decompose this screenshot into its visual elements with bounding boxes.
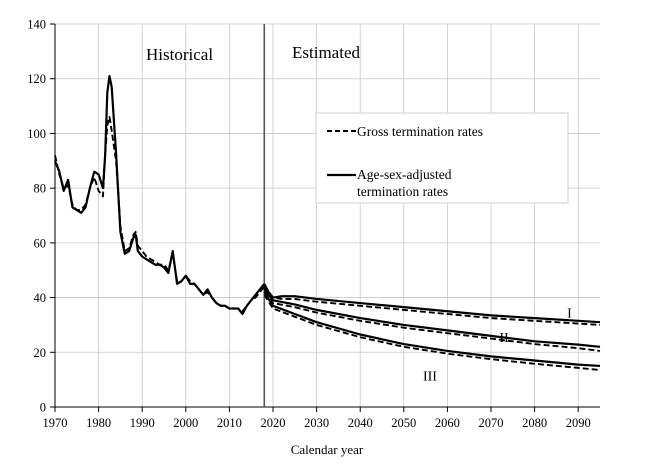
y-tick-label: 20 <box>34 346 47 360</box>
x-tick-label: 1990 <box>130 416 155 430</box>
x-tick-label: 2020 <box>261 416 286 430</box>
estimated-label: Estimated <box>292 43 360 62</box>
x-tick-label: 1980 <box>86 416 111 430</box>
legend-entry-gross: Gross termination rates <box>357 124 483 139</box>
series-line-ii-solid <box>263 288 601 348</box>
x-tick-label: 1970 <box>43 416 68 430</box>
y-tick-label: 80 <box>34 182 47 196</box>
x-tick-label: 2030 <box>304 416 329 430</box>
series-line-ii-dashed <box>263 291 601 352</box>
x-tick-label: 2090 <box>566 416 591 430</box>
legend-entry-adjusted-line1: Age-sex-adjusted <box>357 167 452 182</box>
axes: 1970 1980 1990 2000 2010 2020 2030 2040 2050 2060… <box>27 18 600 430</box>
x-tick-label: 2050 <box>391 416 416 430</box>
legend-box <box>315 112 569 204</box>
y-tick-label: 140 <box>27 18 46 32</box>
y-tick-label: 60 <box>34 236 47 250</box>
scenario-label-iii: III <box>423 370 437 385</box>
series-line-iii-dashed <box>263 294 601 372</box>
x-tick-label: 2080 <box>522 416 547 430</box>
x-tick-label: 2060 <box>435 416 460 430</box>
scenario-label-ii: II <box>499 331 509 346</box>
series-line-i-dashed <box>263 286 601 326</box>
x-tick-label: 2000 <box>173 416 198 430</box>
series-line-iii-solid <box>263 291 601 368</box>
gridlines <box>54 23 600 408</box>
x-axis-label: Calendar year <box>291 442 364 457</box>
x-tick-label: 2010 <box>217 416 242 430</box>
y-tick-label: 40 <box>34 291 47 305</box>
series-lines <box>53 74 601 372</box>
x-tick-label: 2070 <box>479 416 504 430</box>
legend-entry-adjusted-line2: termination rates <box>357 184 448 199</box>
y-tick-label: 100 <box>27 127 46 141</box>
y-tick-label: 120 <box>27 72 46 86</box>
series-line-historical-dashed <box>54 116 266 313</box>
historical-label: Historical <box>146 45 213 64</box>
legend: Gross termination rates Age-sex-adjusted… <box>315 112 569 204</box>
y-tick-label: 0 <box>40 401 46 415</box>
series-line-historical-solid <box>53 74 266 316</box>
x-tick-label: 2040 <box>348 416 373 430</box>
series-line-i-solid <box>263 283 601 324</box>
scenario-label-i: I <box>567 307 572 322</box>
